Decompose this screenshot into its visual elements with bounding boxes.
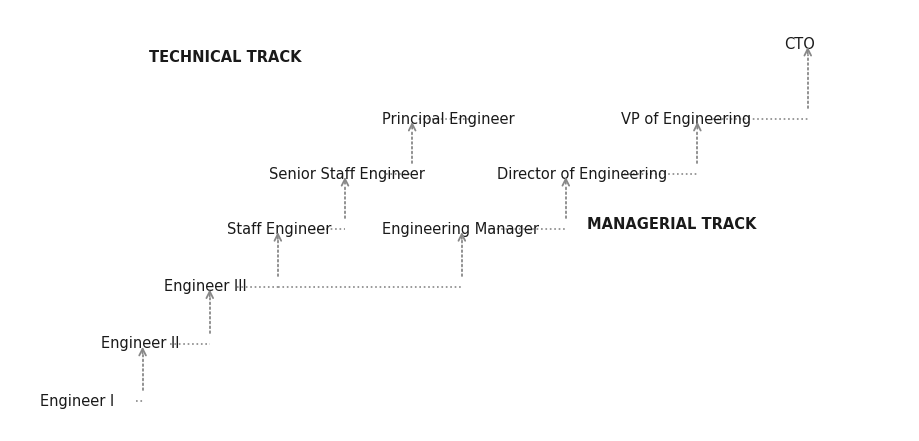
Text: Director of Engineering: Director of Engineering <box>496 167 666 182</box>
Text: TECHNICAL TRACK: TECHNICAL TRACK <box>149 50 301 65</box>
Text: Engineering Manager: Engineering Manager <box>381 222 539 237</box>
Text: VP of Engineering: VP of Engineering <box>620 112 750 127</box>
Text: Senior Staff Engineer: Senior Staff Engineer <box>268 167 424 182</box>
Text: CTO: CTO <box>783 37 814 52</box>
Text: Engineer I: Engineer I <box>40 394 114 409</box>
Text: Principal Engineer: Principal Engineer <box>381 112 514 127</box>
Text: MANAGERIAL TRACK: MANAGERIAL TRACK <box>586 217 755 232</box>
Text: Staff Engineer: Staff Engineer <box>227 222 331 237</box>
Text: Engineer II: Engineer II <box>101 336 179 351</box>
Text: Engineer III: Engineer III <box>164 279 246 294</box>
